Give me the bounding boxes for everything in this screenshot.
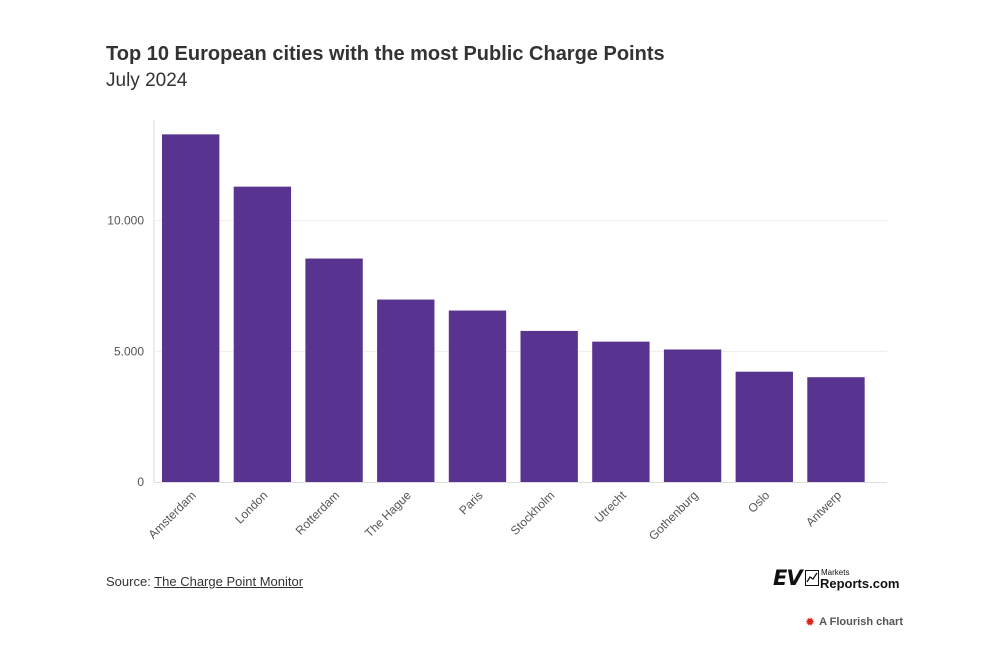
chart-title: Top 10 European cities with the most Pub… (106, 43, 665, 65)
flourish-icon: ✹ (805, 615, 816, 629)
flourish-credit[interactable]: ✹ A Flourish chart (805, 616, 903, 628)
x-tick-label: Gothenburg (646, 488, 701, 543)
source-prefix: Source: (106, 574, 155, 589)
bar-utrecht[interactable] (592, 341, 650, 482)
x-tick-label: Oslo (745, 488, 773, 516)
chart-subtitle: July 2024 (106, 70, 188, 91)
x-tick-label: Rotterdam (293, 488, 343, 538)
x-tick-label: The Hague (362, 488, 414, 540)
y-tick-label: 10.000 (107, 214, 144, 228)
bar-london[interactable] (233, 186, 292, 482)
y-axis-ticks: 0 5.000 10.000 (107, 214, 144, 489)
bar-stockholm[interactable] (520, 330, 578, 482)
logo-reports-text: Reports.com (820, 576, 900, 591)
bars (162, 134, 865, 482)
logo-markets-text: Markets (821, 568, 850, 577)
x-tick-label: Utrecht (592, 488, 630, 526)
chart-trend-icon (805, 570, 819, 586)
bar-antwerp[interactable] (807, 377, 865, 482)
bar-amsterdam[interactable] (162, 134, 220, 482)
x-tick-label: Stockholm (508, 488, 558, 538)
y-tick-label: 5.000 (114, 344, 144, 358)
bar-oslo[interactable] (735, 371, 793, 482)
logo-ev-text: EV (773, 566, 803, 590)
y-tick-label: 0 (137, 475, 144, 489)
x-tick-label: Paris (456, 488, 485, 517)
source-link[interactable]: The Charge Point Monitor (154, 574, 304, 589)
x-tick-label: London (232, 488, 270, 526)
ev-markets-reports-logo[interactable]: EV Markets Reports.com (773, 566, 903, 596)
x-tick-label: Antwerp (803, 488, 844, 529)
bar-the-hague[interactable] (377, 299, 435, 482)
x-tick-label: Amsterdam (146, 488, 199, 541)
flourish-label: A Flourish chart (819, 616, 903, 628)
source-line: Source: The Charge Point Monitor (106, 574, 303, 589)
x-axis-ticks: Amsterdam London Rotterdam The Hague Paris St… (146, 488, 845, 543)
bar-paris[interactable] (448, 310, 507, 482)
bar-gothenburg[interactable] (663, 349, 722, 482)
bar-rotterdam[interactable] (305, 258, 363, 482)
